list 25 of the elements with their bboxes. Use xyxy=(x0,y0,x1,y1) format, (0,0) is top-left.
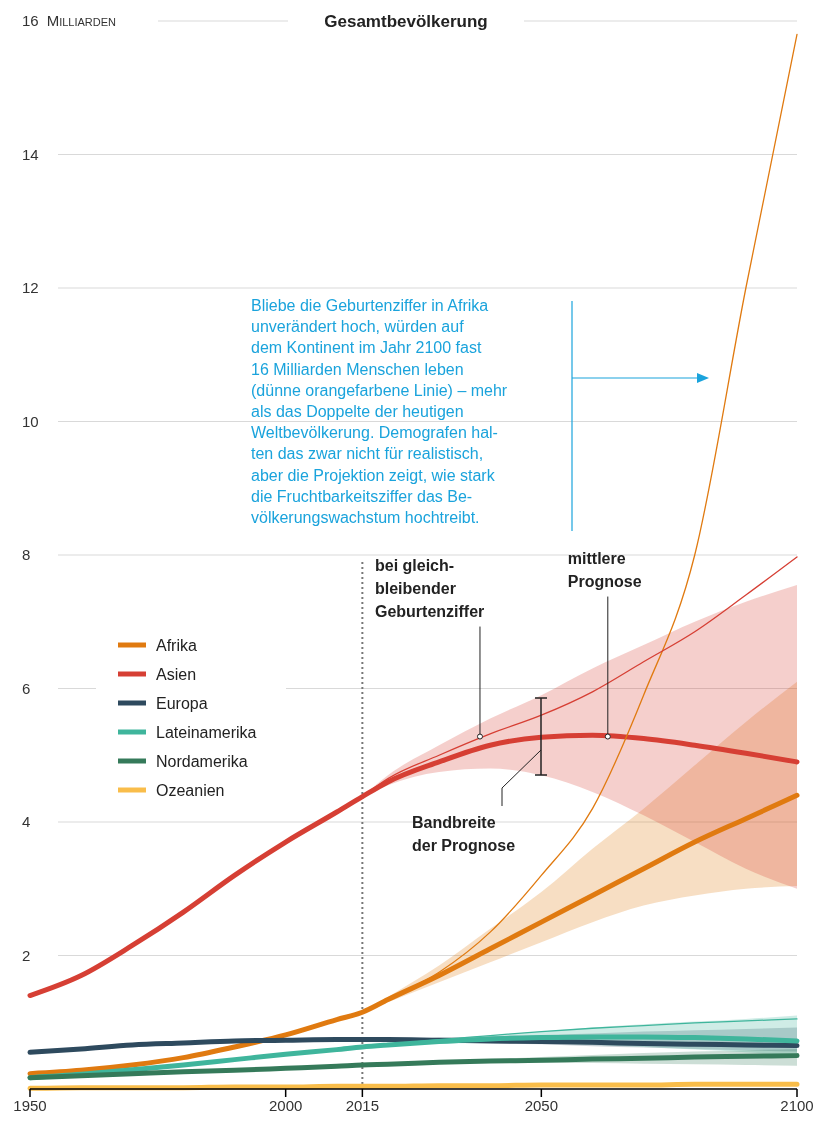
legend-label: Europa xyxy=(156,694,208,712)
legend-label: Nordamerika xyxy=(156,752,248,770)
y-tick-label: 14 xyxy=(22,145,39,163)
text: Bliebe die Geburtenziffer in Afrika unverändert hoch, würden auf dem Kontinent im Jahr 2100 fast 16 Milliarden Menschen leben (dünne orangefarbene Linie) – mehr als das Doppelte der heutigen Weltbevölkerung. Demografen hal- ten das zwar nicht für realistisch, aber die Projektion zeigt, wie stark die Fruchtbarkeitsziffer das Be- völkerungswachstum hochtreibt. xyxy=(251,297,508,526)
y-tick-label: 12 xyxy=(22,279,39,297)
x-tick-label: 2100 xyxy=(780,1097,814,1114)
y-tick-label: 6 xyxy=(22,679,31,697)
y-tick-label: 8 xyxy=(22,546,31,564)
y-tick-label: 4 xyxy=(22,813,31,831)
y-axis-title: Milliarden xyxy=(46,12,117,30)
x-tick-label: 1950 xyxy=(13,1097,47,1114)
x-tick-label: 2050 xyxy=(524,1097,559,1114)
y-tick-label: 16 xyxy=(22,12,39,30)
annotation: bei gleich- bleibender Geburtenziffer xyxy=(374,556,485,620)
y-tick-label: 2 xyxy=(22,946,31,964)
legend-label: Ozeanien xyxy=(156,781,225,799)
annotation: Bandbreite der Prognose xyxy=(412,814,516,854)
legend-label: Lateinamerika xyxy=(156,723,257,741)
legend-label: Afrika xyxy=(156,636,197,654)
x-tick-label: 2015 xyxy=(345,1097,380,1114)
annotation: mittlere Prognose xyxy=(567,549,642,590)
legend-label: Asien xyxy=(156,665,197,683)
y-tick-label: 10 xyxy=(22,412,39,430)
x-tick-label: 2000 xyxy=(268,1097,303,1114)
chart-title: Gesamtbevölkerung xyxy=(324,11,488,31)
